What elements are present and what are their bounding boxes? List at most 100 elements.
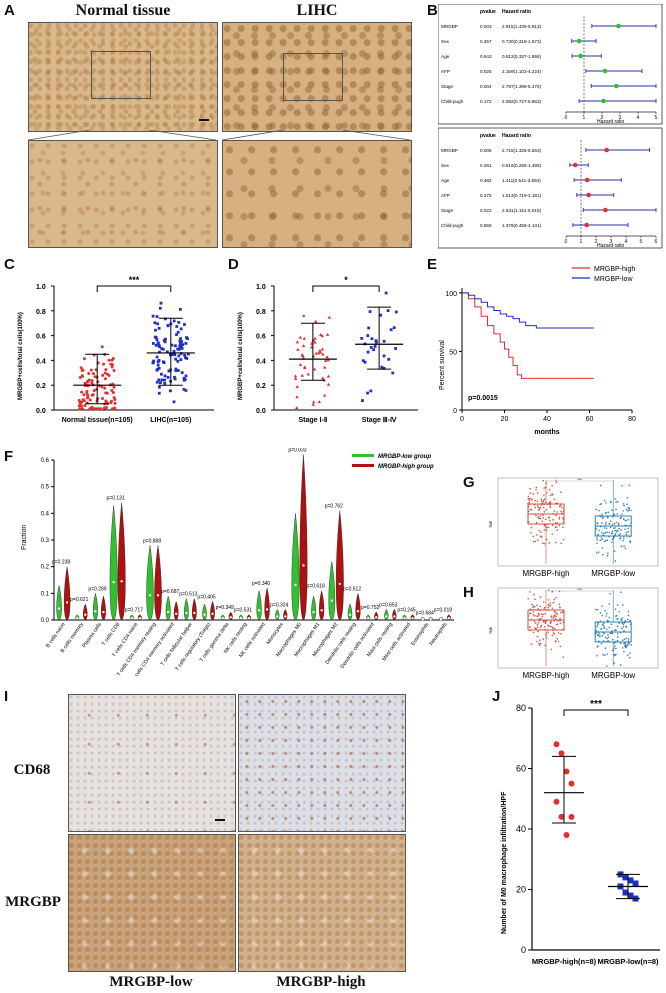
data-point bbox=[599, 612, 602, 614]
data-point bbox=[534, 499, 536, 502]
data-point bbox=[298, 335, 303, 339]
y-tick-label: 0.4 bbox=[41, 511, 50, 517]
pvalue-label: p=0.033 bbox=[288, 448, 306, 454]
panel-label-d: D bbox=[228, 256, 239, 273]
data-point bbox=[605, 539, 607, 542]
data-point bbox=[101, 373, 105, 377]
data-point bbox=[379, 313, 383, 317]
data-point bbox=[176, 347, 180, 351]
data-point bbox=[537, 506, 539, 509]
panel-label-i: I bbox=[4, 688, 9, 705]
data-point bbox=[360, 399, 364, 402]
panel-label-b: B bbox=[427, 2, 438, 19]
data-point bbox=[529, 497, 532, 500]
x-tick-label: MRGBP-low bbox=[591, 569, 635, 578]
data-point bbox=[623, 504, 625, 507]
data-point bbox=[80, 390, 84, 394]
data-point bbox=[597, 533, 600, 536]
data-point bbox=[558, 524, 561, 527]
data-point bbox=[604, 636, 607, 639]
data-point bbox=[529, 626, 531, 629]
data-point bbox=[312, 367, 317, 371]
data-point bbox=[542, 499, 545, 502]
data-point bbox=[89, 407, 93, 411]
data-point bbox=[607, 636, 610, 639]
y-tick-label: 0.4 bbox=[256, 358, 266, 365]
forest-row-hr: 2.915(1.436-5.913) bbox=[502, 24, 542, 29]
data-point bbox=[530, 509, 533, 511]
he-normal-highmag bbox=[28, 140, 218, 248]
data-point bbox=[184, 356, 187, 360]
data-point bbox=[560, 506, 563, 508]
data-point bbox=[541, 615, 543, 618]
data-point bbox=[163, 381, 167, 385]
data-point bbox=[110, 358, 114, 362]
data-point bbox=[542, 514, 544, 516]
data-point bbox=[555, 612, 557, 614]
data-point bbox=[554, 640, 557, 643]
data-point bbox=[391, 371, 395, 375]
data-point bbox=[618, 527, 620, 530]
data-point bbox=[536, 534, 538, 536]
y-tick-label: 80 bbox=[516, 703, 526, 713]
data-point bbox=[325, 355, 329, 359]
data-point bbox=[617, 636, 619, 638]
data-point bbox=[609, 501, 612, 504]
data-point bbox=[366, 350, 370, 354]
violin-median bbox=[439, 617, 443, 621]
data-point bbox=[602, 516, 604, 518]
data-point bbox=[542, 517, 545, 519]
data-point bbox=[612, 638, 614, 641]
legend-swatch bbox=[352, 464, 374, 467]
violin-median bbox=[221, 617, 224, 620]
data-point bbox=[300, 373, 304, 377]
data-point bbox=[606, 531, 608, 534]
violin bbox=[146, 545, 154, 621]
data-point bbox=[558, 813, 565, 820]
data-point bbox=[313, 336, 317, 340]
data-point bbox=[549, 602, 551, 605]
data-point bbox=[618, 622, 621, 624]
data-point bbox=[293, 374, 298, 378]
data-point bbox=[611, 630, 613, 632]
data-point bbox=[154, 343, 158, 347]
data-point bbox=[159, 301, 163, 305]
data-point bbox=[625, 626, 627, 628]
violin bbox=[92, 592, 98, 621]
data-point bbox=[623, 622, 626, 624]
data-point bbox=[568, 813, 575, 820]
violin-median bbox=[229, 616, 232, 619]
data-point bbox=[599, 635, 601, 638]
data-point bbox=[627, 527, 629, 530]
violin bbox=[291, 513, 300, 621]
forest-row-pvalue: 0.275 bbox=[480, 193, 492, 198]
data-point bbox=[601, 614, 604, 617]
data-point bbox=[360, 336, 364, 340]
data-point bbox=[179, 358, 183, 362]
y-tick-label: 0.2 bbox=[41, 565, 50, 571]
data-point bbox=[179, 307, 182, 311]
y-axis-label: Fraction bbox=[21, 525, 28, 550]
forest-point bbox=[572, 162, 578, 168]
forest-col-hr: Hazard ratio bbox=[502, 133, 531, 139]
data-point bbox=[547, 624, 549, 627]
data-point bbox=[621, 627, 623, 630]
data-point bbox=[539, 506, 542, 509]
data-point bbox=[605, 523, 607, 526]
data-point bbox=[173, 377, 177, 381]
y-tick-label: 0.2 bbox=[256, 383, 266, 390]
data-point bbox=[630, 509, 632, 512]
forest-point bbox=[584, 222, 589, 228]
data-point bbox=[555, 481, 558, 484]
y-tick-label: 0.1 bbox=[41, 591, 50, 597]
data-point bbox=[105, 372, 109, 376]
panel-label-h: H bbox=[463, 584, 474, 601]
data-point bbox=[82, 357, 86, 361]
data-point bbox=[313, 340, 317, 344]
forest-tick-label: 3 bbox=[610, 239, 613, 245]
data-point bbox=[622, 889, 629, 896]
y-tick-label: 0.6 bbox=[36, 334, 46, 341]
forest-row-hr: 0.812(0.337-1.958) bbox=[502, 54, 542, 59]
y-tick-label: 0.5 bbox=[41, 485, 50, 491]
data-point bbox=[629, 652, 631, 654]
